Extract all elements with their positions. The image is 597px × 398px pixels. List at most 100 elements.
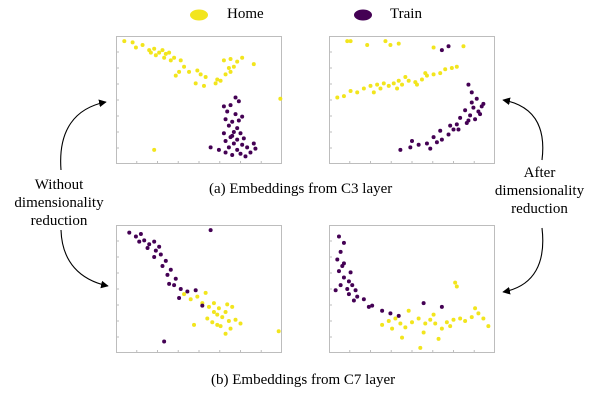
train-point: [238, 131, 243, 136]
home-point: [215, 77, 220, 82]
train-point: [353, 288, 358, 293]
train-point: [248, 150, 253, 155]
train-point: [479, 104, 484, 109]
train-point: [439, 48, 444, 53]
train-point: [473, 117, 478, 122]
train-point: [240, 114, 245, 119]
train-point: [439, 304, 444, 309]
train-point: [223, 150, 228, 155]
home-point: [414, 82, 419, 87]
home-point: [182, 292, 187, 297]
right-label-line-1: After: [523, 165, 556, 181]
home-point: [211, 301, 216, 306]
home-point: [371, 90, 376, 95]
home-point: [380, 322, 385, 327]
train-point: [221, 131, 226, 136]
home-point: [148, 50, 153, 55]
home-point: [228, 69, 233, 74]
train-point: [241, 136, 246, 141]
home-point: [193, 81, 198, 86]
home-point: [167, 50, 172, 55]
train-point: [172, 283, 177, 288]
home-point: [403, 325, 408, 330]
home-point: [205, 316, 210, 321]
train-point: [398, 147, 403, 152]
home-point: [228, 326, 233, 331]
right-label-line-2: dimensionality: [494, 183, 585, 199]
home-point: [431, 45, 436, 50]
scatter-panel-c3-after-reduction: [329, 36, 495, 164]
home-point: [210, 320, 215, 325]
home-point: [388, 42, 393, 47]
home-point: [451, 317, 456, 322]
home-point: [439, 326, 444, 331]
home-point: [157, 50, 162, 55]
train-point: [238, 151, 243, 156]
home-point: [463, 319, 468, 323]
home-point: [178, 58, 183, 63]
home-point: [410, 320, 414, 325]
legend-train-marker: [354, 9, 372, 21]
home-point: [400, 82, 405, 87]
right-label-line-3: reduction: [511, 201, 568, 217]
train-point: [478, 112, 483, 117]
train-point: [230, 119, 235, 124]
home-point: [192, 322, 197, 327]
home-point: [231, 64, 236, 69]
home-point: [361, 86, 366, 91]
home-point: [240, 55, 245, 60]
home-point: [395, 86, 400, 91]
home-point: [211, 310, 216, 315]
legend-home-marker: [190, 9, 208, 21]
train-point: [439, 137, 444, 142]
home-point: [188, 297, 193, 302]
home-point: [278, 96, 283, 101]
home-point: [454, 64, 459, 69]
home-point: [233, 317, 238, 322]
home-point: [473, 306, 478, 311]
train-point: [240, 142, 245, 147]
train-point: [341, 275, 346, 280]
train-point: [335, 257, 340, 262]
home-point: [453, 280, 458, 285]
plot-frame: [116, 225, 282, 353]
home-point: [221, 58, 226, 63]
legend: [190, 9, 372, 21]
home-point: [436, 336, 441, 341]
home-point: [391, 81, 396, 86]
train-point: [133, 234, 138, 239]
home-point: [223, 72, 228, 77]
home-point: [230, 304, 235, 309]
home-point: [365, 42, 370, 47]
right-side-label: After dimensionality reduction: [482, 164, 597, 218]
train-point: [424, 141, 429, 146]
train-point: [408, 145, 413, 150]
train-point: [231, 141, 236, 146]
train-point: [233, 95, 238, 100]
train-point: [226, 145, 231, 150]
home-point: [225, 302, 230, 307]
arrow-left-bottom: [60, 229, 109, 289]
left-side-label: Without dimensionality reduction: [0, 176, 118, 230]
train-point: [208, 228, 213, 233]
train-point: [236, 118, 241, 123]
arrow-left-top: [60, 99, 107, 171]
train-point: [350, 283, 355, 288]
train-point: [208, 145, 213, 150]
home-point: [223, 331, 228, 336]
train-point: [147, 242, 152, 247]
home-point: [390, 326, 395, 331]
home-point: [203, 290, 208, 295]
train-point: [253, 146, 258, 151]
home-point: [235, 59, 240, 64]
home-point: [213, 81, 218, 86]
home-point: [406, 78, 411, 83]
home-point: [461, 44, 466, 49]
train-point: [410, 138, 414, 143]
home-point: [476, 311, 481, 316]
train-point: [178, 287, 183, 291]
home-point: [443, 67, 448, 72]
train-point: [469, 90, 474, 95]
home-point: [348, 89, 353, 94]
train-point: [223, 117, 228, 122]
